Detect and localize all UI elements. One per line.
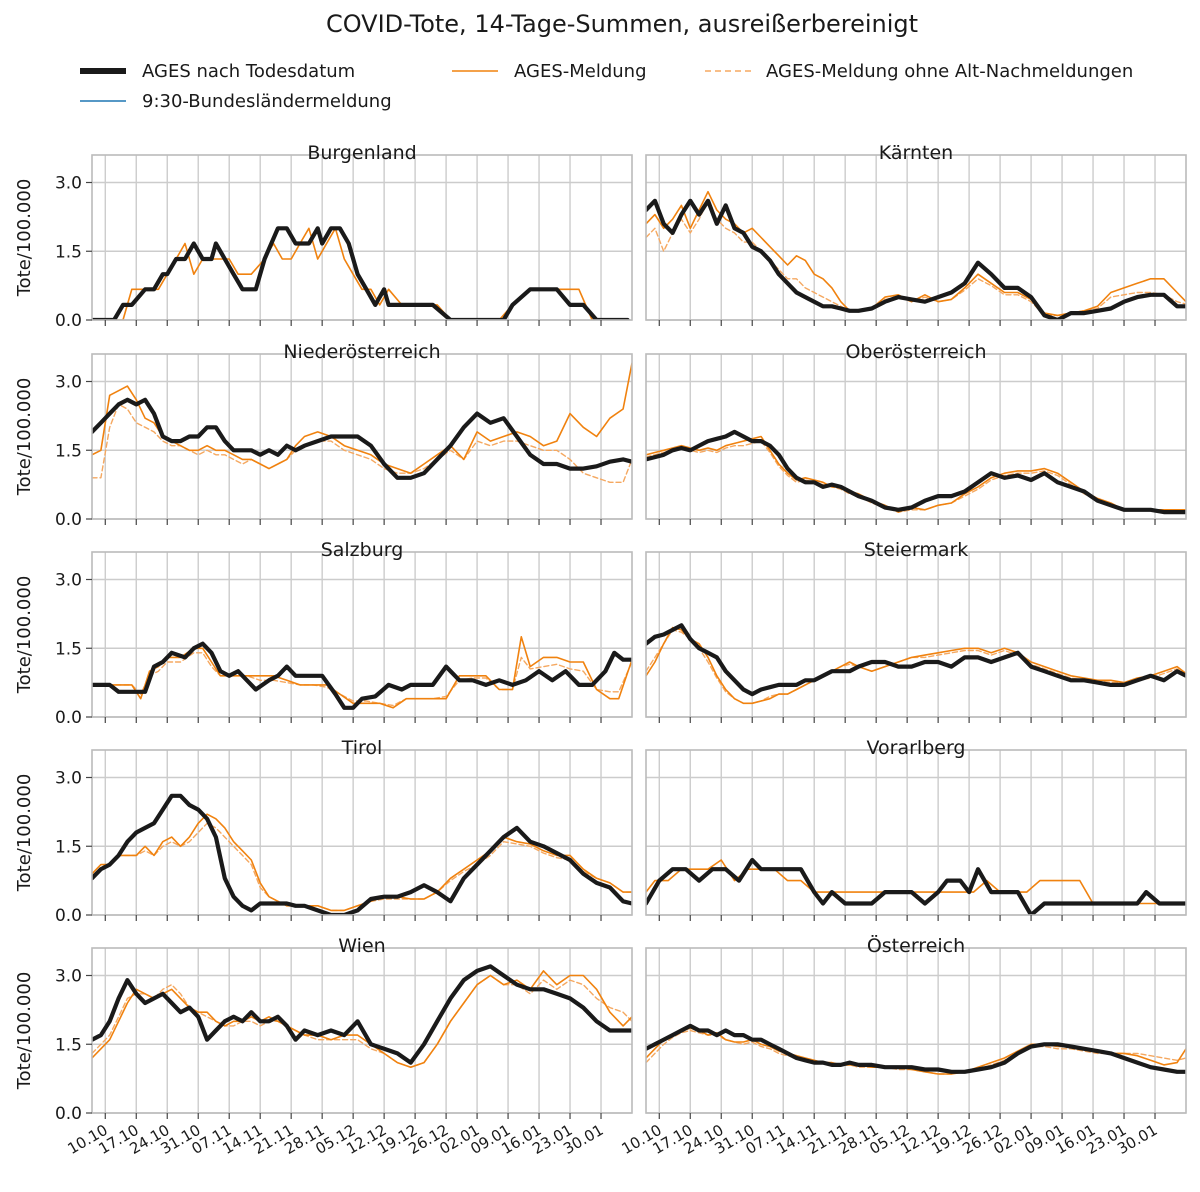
panel-background [646,155,1186,320]
panel-frame [645,154,1187,321]
panel-niederoesterreich: Niederösterreich 0.0 1.5 3.0 Tote/100.000 [14,341,633,530]
panel-oesterreich: Österreich10.1017.1024.1031.1007.1114.11… [619,934,1187,1158]
chart-title: COVID-Tote, 14-Tage-Summen, ausreißerber… [326,10,918,38]
y-tick-label: 1.5 [55,242,82,262]
series-group [92,635,632,710]
panel-frame [91,551,633,718]
series-line-ages-todesdatum [646,857,1186,915]
series-line-ages-todesdatum [92,641,632,710]
panel-title: Steiermark [864,539,969,561]
legend-entry-ages-meldung-ohne: AGES-Meldung ohne Alt-Nachmeldungen [705,61,1133,82]
panel-kaernten: Kärnten [645,142,1187,326]
legend: AGES nach Todesdatum AGES-Meldung AGES-M… [80,61,1133,112]
legend-entry-bundeslaender: 9:30-Bundesländermeldung [80,91,392,112]
legend-label-ages-meldung-ohne: AGES-Meldung ohne Alt-Nachmeldungen [766,61,1133,82]
panel-title: Wien [338,935,385,957]
y-axis-label: Tote/100.000 [14,179,35,298]
series-line-ages-todesdatum [646,623,1186,697]
panel-steiermark: Steiermark [645,539,1187,723]
series-line-ages-todesdatum [92,964,632,1065]
y-tick-label: 3.0 [55,174,82,194]
y-axis-label: Tote/100.000 [14,378,35,497]
series-group [92,793,632,915]
panel-background [92,750,632,915]
panel-title: Niederösterreich [283,341,440,363]
panel-burgenland: Burgenland 0.0 1.5 3.0 Tote/100.000 [14,142,633,331]
panel-title: Oberösterreich [845,341,986,363]
series-group [646,857,1186,915]
panel-frame [645,353,1187,520]
y-tick-label: 0.0 [55,906,82,926]
legend-label-bundeslaender: 9:30-Bundesländermeldung [142,91,392,112]
panel-title: Österreich [867,934,965,957]
panel-vorarlberg: Vorarlberg [645,737,1187,921]
series-line-ages-meldung [92,813,632,912]
y-tick-label: 3.0 [55,769,82,789]
panel-salzburg: Salzburg 0.0 1.5 3.0 Tote/100.000 [14,539,633,728]
series-line-ages-meldung-ohne [92,652,632,707]
panel-background [92,155,632,320]
y-tick-label: 0.0 [55,1104,82,1124]
series-line-ages-todesdatum [92,397,632,480]
legend-entry-ages-todesdatum: AGES nach Todesdatum [80,61,355,82]
y-tick-label: 1.5 [55,837,82,857]
y-tick-label: 0.0 [55,510,82,530]
y-tick-label: 1.5 [55,441,82,461]
legend-label-ages-meldung: AGES-Meldung [514,61,647,82]
panels: Burgenland 0.0 1.5 3.0 Tote/100.000 Kärnten Ni… [14,142,1187,1158]
panel-frame [645,749,1187,916]
series-group [646,429,1186,515]
series-line-ages-meldung-ohne [92,974,632,1068]
panel-frame [645,551,1187,718]
panel-frame [91,353,633,520]
y-tick-label: 0.0 [55,708,82,728]
series-group [646,1023,1186,1075]
panel-tirol: Tirol 0.0 1.5 3.0 Tote/100.000 [14,737,633,926]
legend-label-ages-todesdatum: AGES nach Todesdatum [142,61,355,82]
panel-title: Salzburg [321,539,404,561]
panel-frame [645,947,1187,1114]
y-tick-label: 3.0 [55,373,82,393]
series-group [646,190,1186,320]
series-line-ages-meldung-ohne [92,403,632,483]
panel-title: Burgenland [307,142,416,164]
panel-wien: Wien0.01.53.0Tote/100.00010.1017.1024.10… [14,935,633,1158]
series-line-ages-todesdatum [646,429,1186,515]
series-group [92,226,630,320]
panel-oberoesterreich: Oberösterreich [645,341,1187,525]
y-axis-label: Tote/100.000 [14,576,35,695]
series-group [646,623,1186,705]
y-tick-label: 1.5 [55,1035,82,1055]
series-group [92,964,632,1068]
series-line-ages-todesdatum [646,198,1186,320]
panel-frame [91,154,633,321]
y-axis-label: Tote/100.000 [14,972,35,1091]
legend-entry-ages-meldung: AGES-Meldung [452,61,647,82]
series-line-ages-todesdatum [92,226,630,320]
panel-background [92,354,632,519]
panel-title: Vorarlberg [867,737,966,759]
series-line-ages-todesdatum [92,793,632,915]
y-tick-label: 3.0 [55,571,82,591]
series-line-ages-todesdatum [646,1023,1186,1074]
series-line-ages-meldung [646,626,1186,705]
y-axis-label: Tote/100.000 [14,774,35,893]
panel-background [92,552,632,717]
y-tick-label: 1.5 [55,639,82,659]
panel-title: Kärnten [879,142,953,164]
panel-frame [91,749,633,916]
panel-title: Tirol [341,737,383,759]
panel-frame [91,947,633,1114]
panel-background [646,552,1186,717]
panel-background [646,750,1186,915]
y-tick-label: 0.0 [55,311,82,331]
series-group [92,362,632,483]
series-line-ages-meldung [92,635,632,709]
y-tick-label: 3.0 [55,967,82,987]
